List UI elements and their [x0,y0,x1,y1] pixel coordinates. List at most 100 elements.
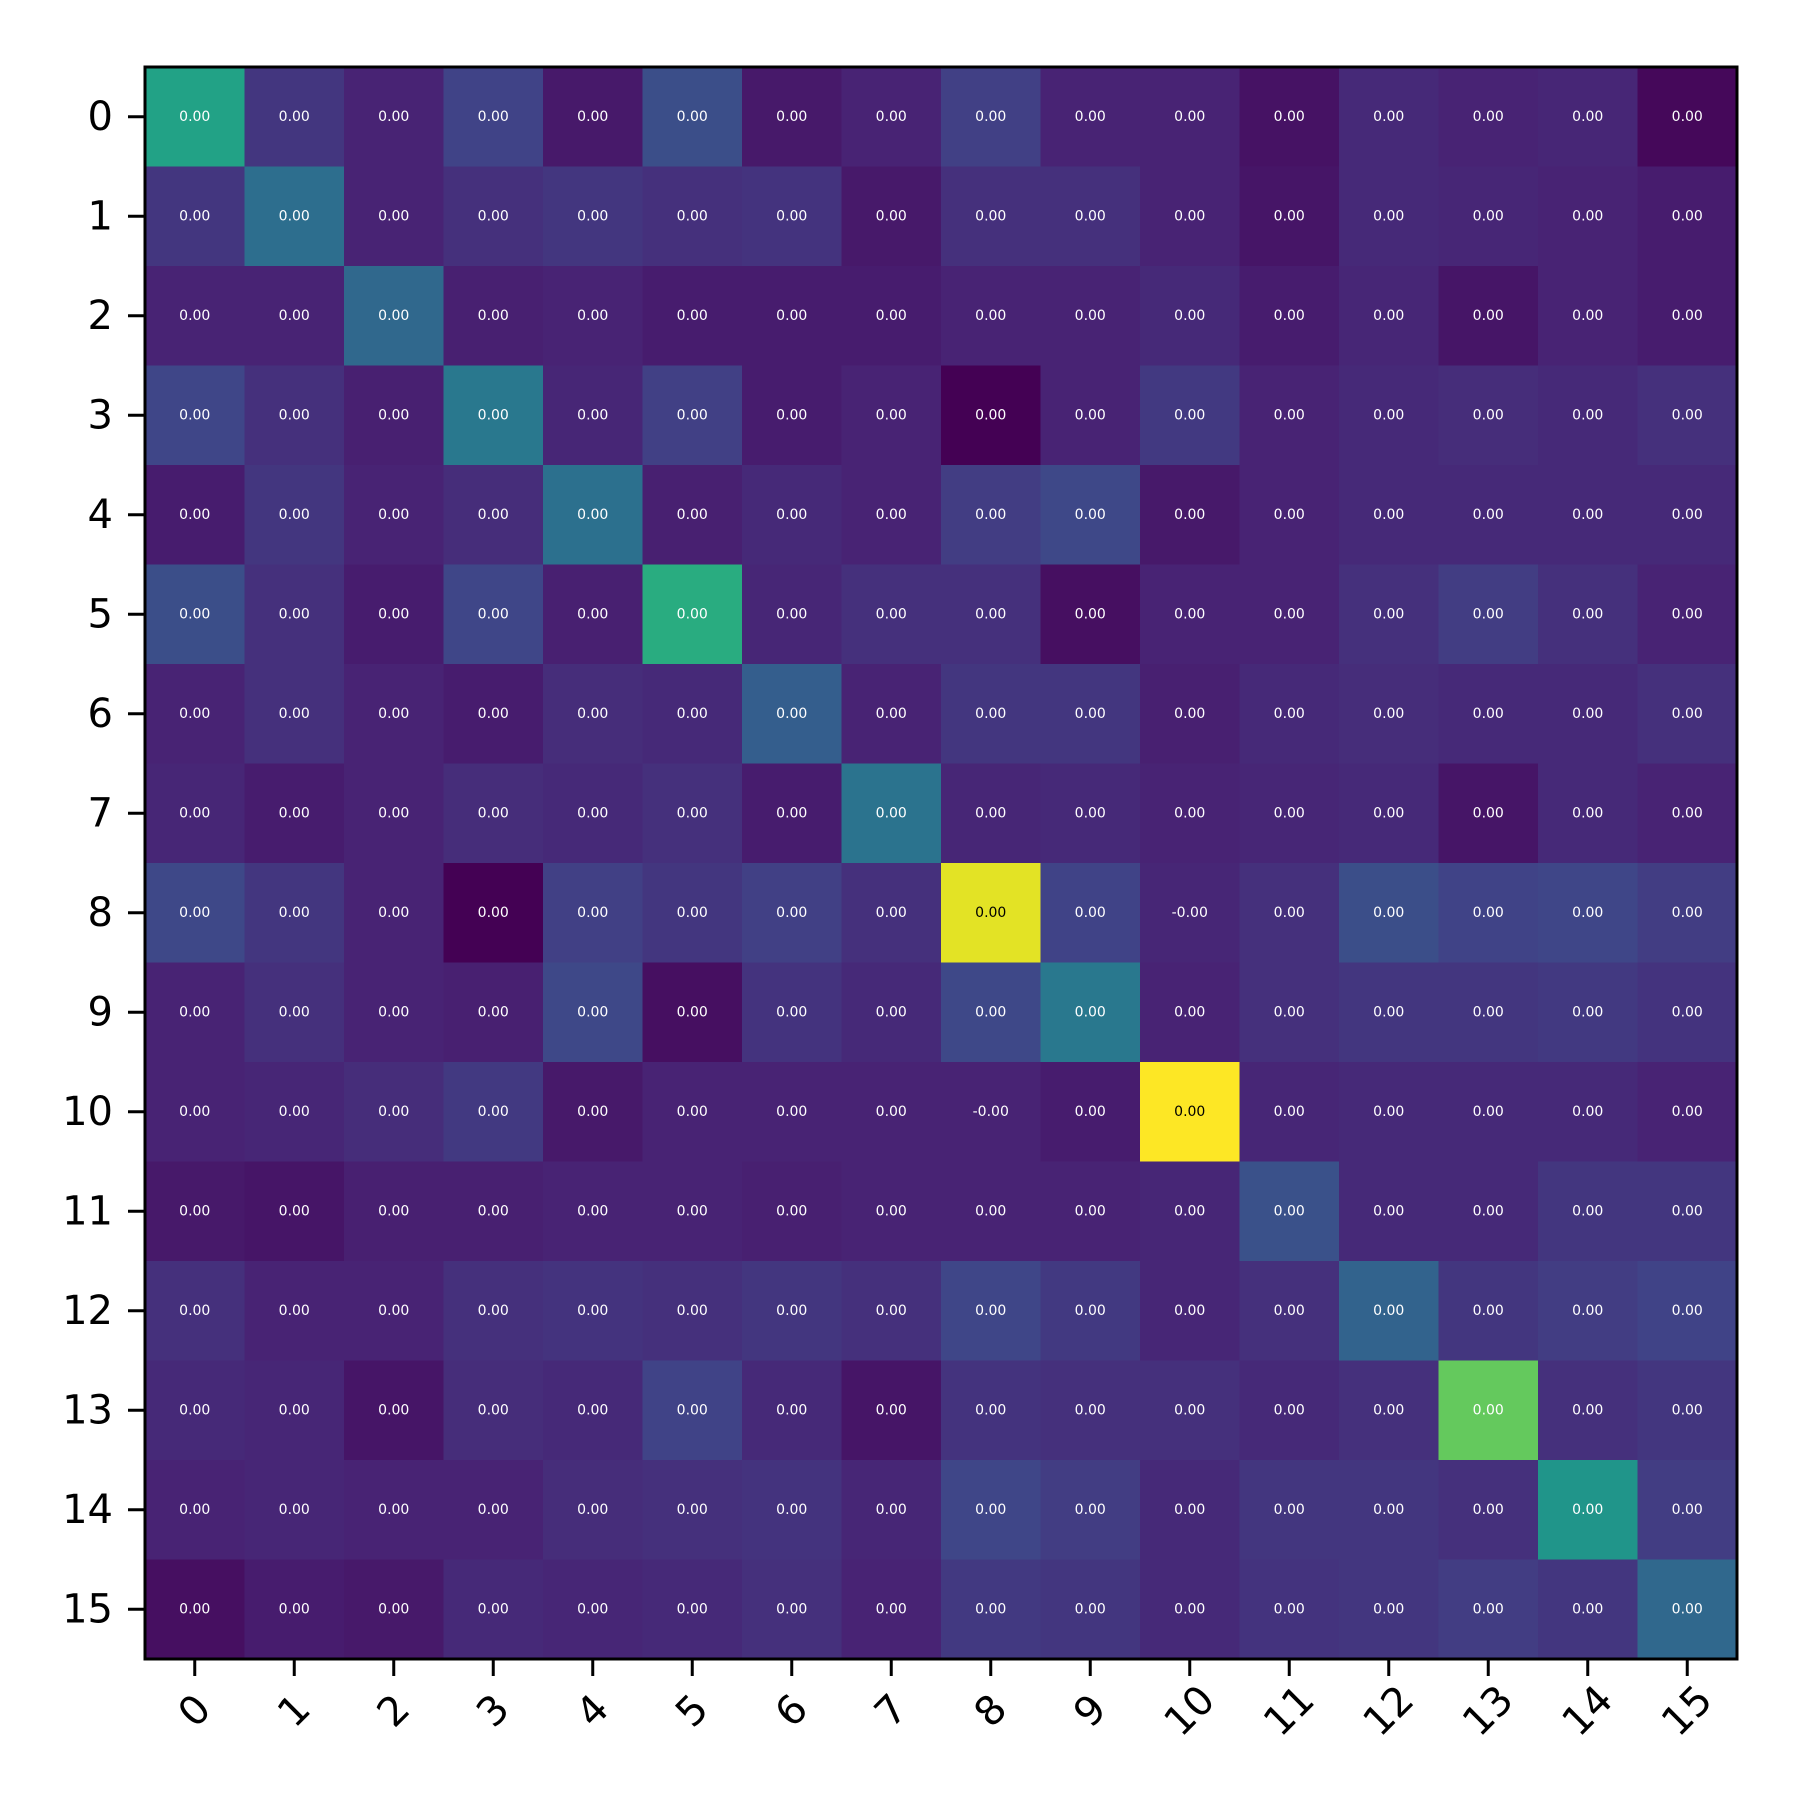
cell-value-label-6-11: 0.00 [1274,706,1305,722]
cell-value-label-8-2: 0.00 [378,905,409,921]
heatmap-cell-9-8 [941,962,1041,1063]
heatmap-cell-8-11 [1239,863,1340,963]
cell-value-label-10-14: 0.00 [1572,1104,1603,1120]
cell-value-label-0-8: 0.00 [975,109,1006,125]
heatmap-cell-7-7 [841,763,942,864]
heatmap-cell-14-4 [543,1460,643,1560]
cell-value-label-3-3: 0.00 [478,407,509,423]
cell-value-label-9-11: 0.00 [1274,1004,1305,1020]
cell-value-label-3-6: 0.00 [776,407,807,423]
heatmap-cell-5-5 [642,564,743,665]
heatmap-cell-15-7 [841,1559,942,1660]
cell-value-label-3-2: 0.00 [378,407,409,423]
heatmap-cell-8-4 [543,863,643,963]
heatmap-cell-9-0 [145,962,245,1063]
cell-value-label-12-2: 0.00 [378,1303,409,1319]
cell-value-label-11-12: 0.00 [1373,1203,1404,1219]
cell-value-label-5-4: 0.00 [577,606,608,622]
cell-value-label-12-4: 0.00 [577,1303,608,1319]
heatmap-cell-4-5 [642,465,743,565]
cell-value-label-3-11: 0.00 [1274,407,1305,423]
heatmap-cell-1-14 [1538,166,1638,267]
heatmap-cell-9-15 [1637,962,1738,1063]
cell-value-label-7-9: 0.00 [1075,805,1106,821]
heatmap-cell-2-3 [443,266,544,366]
heatmap-cell-12-5 [642,1261,743,1361]
cell-value-label-9-2: 0.00 [378,1004,409,1020]
heatmap-cell-0-0 [145,67,245,167]
cell-value-label-12-5: 0.00 [677,1303,708,1319]
cell-value-label-4-10: 0.00 [1174,507,1205,523]
heatmap-cell-14-11 [1239,1460,1340,1560]
cell-value-label-12-7: 0.00 [876,1303,907,1319]
cell-value-label-9-4: 0.00 [577,1004,608,1020]
heatmap-cell-9-9 [1040,962,1141,1063]
cell-value-label-3-10: 0.00 [1174,407,1205,423]
cell-value-label-12-9: 0.00 [1075,1303,1106,1319]
cell-value-label-7-11: 0.00 [1274,805,1305,821]
heatmap-cell-6-15 [1637,664,1738,764]
cell-value-label-0-2: 0.00 [378,109,409,125]
heatmap-cell-10-11 [1239,1062,1340,1162]
cell-value-label-14-15: 0.00 [1672,1502,1703,1518]
heatmap-cell-8-3 [443,863,544,963]
cell-value-label-3-12: 0.00 [1373,407,1404,423]
heatmap-cell-2-12 [1339,266,1439,366]
heatmap-cell-14-2 [344,1460,444,1560]
heatmap-cell-11-1 [244,1161,345,1262]
cell-value-label-5-9: 0.00 [1075,606,1106,622]
heatmap-cell-15-4 [543,1559,643,1660]
cell-value-label-7-8: 0.00 [975,805,1006,821]
cell-value-label-3-5: 0.00 [677,407,708,423]
cell-value-label-1-6: 0.00 [776,208,807,224]
heatmap-cell-0-15 [1637,67,1738,167]
heatmap-cell-13-4 [543,1360,643,1461]
cell-value-label-9-0: 0.00 [179,1004,210,1020]
heatmap-cell-0-13 [1438,67,1539,167]
heatmap-cell-0-7 [841,67,942,167]
heatmap-cell-5-0 [145,564,245,665]
heatmap-cell-13-8 [941,1360,1041,1461]
cell-value-label-15-2: 0.00 [378,1601,409,1617]
cell-value-label-1-12: 0.00 [1373,208,1404,224]
cell-value-label-5-7: 0.00 [876,606,907,622]
cell-value-label-10-3: 0.00 [478,1104,509,1120]
cell-value-label-1-7: 0.00 [876,208,907,224]
cell-value-label-14-3: 0.00 [478,1502,509,1518]
heatmap-cell-3-0 [145,365,245,466]
cell-value-label-2-15: 0.00 [1672,308,1703,324]
cell-value-label-14-6: 0.00 [776,1502,807,1518]
y-tick-label-15: 15 [62,1586,113,1632]
cell-value-label-12-1: 0.00 [279,1303,310,1319]
cell-value-label-1-3: 0.00 [478,208,509,224]
heatmap-cell-7-13 [1438,763,1539,864]
heatmap-cell-1-0 [145,166,245,267]
cell-value-label-2-6: 0.00 [776,308,807,324]
cell-value-label-3-15: 0.00 [1672,407,1703,423]
cell-value-label-15-3: 0.00 [478,1601,509,1617]
heatmap-cell-13-10 [1140,1360,1240,1461]
cell-value-label-11-4: 0.00 [577,1203,608,1219]
heatmap-cell-11-15 [1637,1161,1738,1262]
cell-value-label-13-10: 0.00 [1174,1402,1205,1418]
cell-value-label-11-8: 0.00 [975,1203,1006,1219]
y-tick-label-12: 12 [62,1288,113,1334]
heatmap-cell-8-5 [642,863,743,963]
heatmap-cell-11-12 [1339,1161,1439,1262]
cell-value-label-15-15: 0.00 [1672,1601,1703,1617]
heatmap-cell-5-13 [1438,564,1539,665]
cell-value-label-6-0: 0.00 [179,706,210,722]
heatmap-cell-0-11 [1239,67,1340,167]
cell-value-label-11-5: 0.00 [677,1203,708,1219]
heatmap-cell-1-5 [642,166,743,267]
heatmap-cell-11-8 [941,1161,1041,1262]
cell-value-label-10-11: 0.00 [1274,1104,1305,1120]
cell-value-label-4-5: 0.00 [677,507,708,523]
cell-value-label-8-13: 0.00 [1473,905,1504,921]
heatmap-cell-5-6 [742,564,842,665]
heatmap-cell-6-0 [145,664,245,764]
heatmap-cell-3-4 [543,365,643,466]
cell-value-label-5-6: 0.00 [776,606,807,622]
heatmap-cell-1-11 [1239,166,1340,267]
heatmap-cell-9-12 [1339,962,1439,1063]
